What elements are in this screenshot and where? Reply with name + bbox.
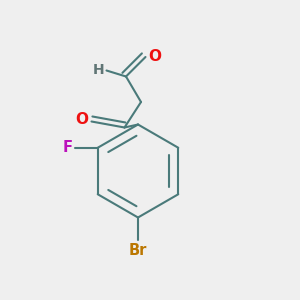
Text: O: O — [148, 49, 161, 64]
Text: F: F — [63, 140, 73, 155]
Text: O: O — [75, 112, 88, 128]
Text: Br: Br — [129, 243, 147, 258]
Text: H: H — [92, 63, 104, 76]
